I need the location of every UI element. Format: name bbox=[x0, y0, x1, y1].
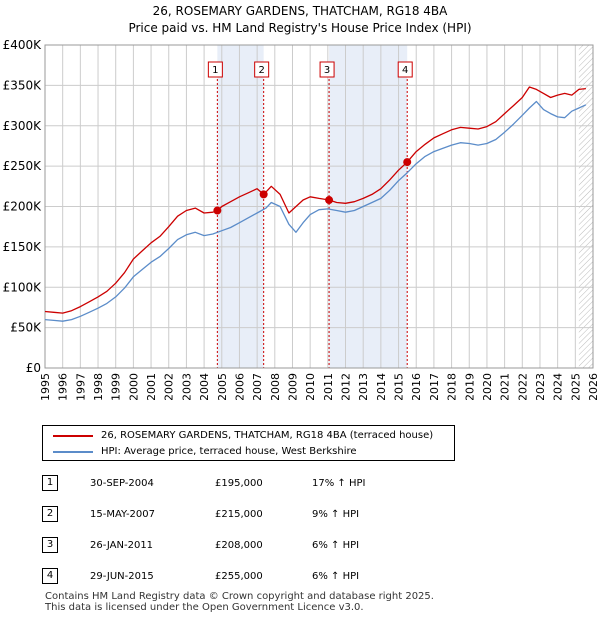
legend-swatch-property bbox=[53, 435, 93, 437]
x-tick-label: 2006 bbox=[233, 373, 246, 400]
sale-point bbox=[403, 158, 412, 167]
y-tick-label: £250K bbox=[3, 159, 43, 173]
transaction-row: 2 15-MAY-2007 £215,000 9% ↑ HPI bbox=[0, 506, 600, 524]
y-tick-label: £400K bbox=[3, 38, 43, 52]
price-chart: £0 £50K £100K £150K £200K £250K £300K £350K £400… bbox=[3, 38, 600, 400]
transaction-date: 29-JUN-2015 bbox=[90, 571, 154, 582]
x-tick-label: 1996 bbox=[57, 373, 70, 400]
sale-point bbox=[259, 190, 268, 199]
series-line-hpi bbox=[44, 100, 587, 322]
y-tick-label: £350K bbox=[3, 78, 43, 92]
transaction-price: £208,000 bbox=[215, 540, 263, 551]
transaction-date: 15-MAY-2007 bbox=[90, 509, 156, 520]
x-tick-label: 1999 bbox=[110, 373, 123, 400]
x-tick-label: 2005 bbox=[216, 373, 229, 400]
transaction-number: 1 bbox=[42, 475, 58, 491]
x-tick-label: 2020 bbox=[481, 373, 494, 400]
sale-point bbox=[325, 196, 334, 205]
sale-label: 1 bbox=[212, 65, 218, 76]
x-tick-label: 2016 bbox=[410, 373, 423, 400]
x-tick-label: 2008 bbox=[269, 373, 282, 400]
x-tick-label: 2003 bbox=[180, 373, 193, 400]
transaction-price: £195,000 bbox=[215, 478, 263, 489]
x-tick-label: 2012 bbox=[340, 373, 353, 400]
x-tick-label: 2007 bbox=[251, 373, 264, 400]
chart-legend: 26, ROSEMARY GARDENS, THATCHAM, RG18 4BA… bbox=[42, 425, 455, 461]
sale-label: 4 bbox=[402, 65, 408, 76]
x-tick-label: 2017 bbox=[428, 373, 441, 400]
transaction-row: 4 29-JUN-2015 £255,000 6% ↑ HPI bbox=[0, 568, 600, 586]
legend-swatch-hpi bbox=[53, 451, 93, 453]
x-tick-label: 2000 bbox=[127, 373, 140, 400]
x-tick-label: 2013 bbox=[357, 373, 370, 400]
sale-label-box bbox=[397, 61, 413, 78]
x-tick-label: 2026 bbox=[587, 373, 600, 400]
x-tick-label: 2014 bbox=[375, 373, 388, 400]
x-tick-label: 2023 bbox=[534, 373, 547, 400]
x-tick-label: 2024 bbox=[552, 373, 565, 400]
transaction-hpi: 6% ↑ HPI bbox=[312, 571, 360, 582]
x-tick-label: 1998 bbox=[92, 373, 105, 400]
y-tick-label: £150K bbox=[3, 240, 43, 254]
transaction-row: 3 26-JAN-2011 £208,000 6% ↑ HPI bbox=[0, 537, 600, 555]
x-tick-label: 2002 bbox=[163, 373, 176, 400]
series-line-property bbox=[44, 86, 586, 314]
y-tick-label: £50K bbox=[10, 321, 42, 335]
y-tick-label: £200K bbox=[3, 200, 43, 214]
transaction-price: £255,000 bbox=[215, 571, 263, 582]
y-tick-label: £0 bbox=[26, 361, 41, 375]
x-tick-label: 2009 bbox=[286, 373, 299, 400]
x-tick-label: 2022 bbox=[516, 373, 529, 400]
x-tick-label: 1997 bbox=[74, 373, 87, 400]
legend-label-hpi: HPI: Average price, terraced house, West… bbox=[101, 446, 357, 457]
y-tick-label: £300K bbox=[3, 119, 43, 133]
x-tick-label: 2025 bbox=[569, 373, 582, 400]
transaction-date: 30-SEP-2004 bbox=[90, 478, 154, 489]
plot-frame bbox=[44, 44, 594, 369]
x-tick-label: 2015 bbox=[393, 373, 406, 400]
x-tick-label: 2018 bbox=[446, 373, 459, 400]
chart-title: 26, ROSEMARY GARDENS, THATCHAM, RG18 4BA bbox=[152, 4, 448, 18]
sale-label-box bbox=[254, 61, 270, 78]
transaction-row: 1 30-SEP-2004 £195,000 17% ↑ HPI bbox=[0, 475, 600, 493]
x-tick-label: 2019 bbox=[463, 373, 476, 400]
transaction-number: 3 bbox=[42, 537, 58, 553]
sale-label: 2 bbox=[258, 65, 264, 76]
y-tick-label: £100K bbox=[3, 280, 43, 294]
transaction-date: 26-JAN-2011 bbox=[90, 540, 154, 551]
x-tick-label: 2011 bbox=[322, 373, 335, 400]
sale-label-box bbox=[319, 61, 335, 78]
x-tick-label: 2021 bbox=[499, 373, 512, 400]
transaction-number: 4 bbox=[42, 568, 58, 584]
chart-subtitle: Price paid vs. HM Land Registry's House … bbox=[128, 21, 472, 35]
sale-label-box bbox=[207, 61, 223, 78]
x-tick-label: 2010 bbox=[304, 373, 317, 400]
transaction-hpi: 9% ↑ HPI bbox=[312, 509, 360, 520]
footer-licence: This data is licensed under the Open Gov… bbox=[45, 602, 364, 613]
sale-point bbox=[213, 206, 222, 215]
transaction-hpi: 6% ↑ HPI bbox=[312, 540, 360, 551]
transaction-hpi: 17% ↑ HPI bbox=[312, 478, 366, 489]
x-tick-label: 2001 bbox=[145, 373, 158, 400]
sale-label: 3 bbox=[324, 65, 330, 76]
transaction-number: 2 bbox=[42, 506, 58, 522]
legend-label-property: 26, ROSEMARY GARDENS, THATCHAM, RG18 4BA… bbox=[101, 430, 434, 441]
x-tick-label: 1995 bbox=[39, 373, 52, 400]
footer-copyright: Contains HM Land Registry data © Crown c… bbox=[45, 591, 434, 602]
x-tick-label: 2004 bbox=[198, 373, 211, 400]
transaction-price: £215,000 bbox=[215, 509, 263, 520]
